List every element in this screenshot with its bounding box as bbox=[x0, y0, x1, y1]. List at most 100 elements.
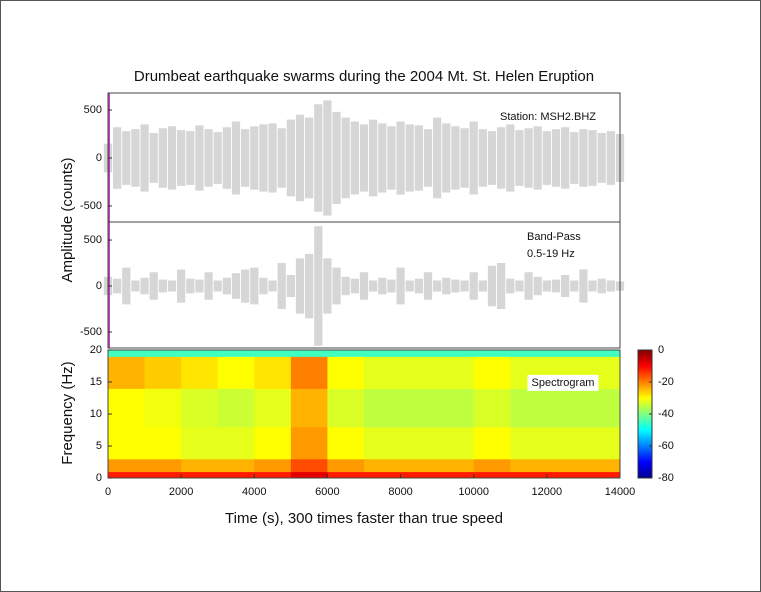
heatmap-cell bbox=[400, 426, 438, 460]
colorbar-tick-label: -40 bbox=[658, 408, 674, 420]
y-axis-label: Frequency (Hz) bbox=[59, 361, 76, 464]
heatmap-cell bbox=[290, 350, 328, 357]
heatmap-cell bbox=[327, 350, 365, 357]
heatmap-cell bbox=[108, 426, 146, 460]
x-tick-label: 0 bbox=[105, 486, 111, 498]
heatmap-cell bbox=[400, 350, 438, 357]
heatmap-cell bbox=[473, 356, 511, 389]
heatmap-cell bbox=[364, 356, 402, 389]
heatmap-cell bbox=[437, 471, 475, 479]
y-tick-label: 500 bbox=[84, 104, 102, 116]
heatmap-cell bbox=[583, 350, 621, 357]
heatmap-cell bbox=[510, 350, 548, 357]
heatmap-cell bbox=[290, 458, 328, 473]
heatmap-cell bbox=[144, 388, 182, 428]
heatmap-cell bbox=[181, 426, 219, 460]
heatmap-cell bbox=[546, 458, 584, 473]
heatmap-cell bbox=[437, 356, 475, 389]
heatmap-cell bbox=[437, 426, 475, 460]
chart-title: Drumbeat earthquake swarms during the 20… bbox=[134, 68, 594, 85]
heatmap-cell bbox=[473, 426, 511, 460]
heatmap-cell bbox=[364, 388, 402, 428]
heatmap-cell bbox=[108, 458, 146, 473]
heatmap-cell bbox=[144, 458, 182, 473]
x-tick-label: 8000 bbox=[388, 486, 412, 498]
heatmap-cell bbox=[290, 426, 328, 460]
x-tick-label: 6000 bbox=[315, 486, 339, 498]
heatmap-cell bbox=[327, 356, 365, 389]
heatmap-cell bbox=[254, 426, 292, 460]
heatmap-cell bbox=[583, 388, 621, 428]
heatmap-cell bbox=[254, 388, 292, 428]
heatmap-cell bbox=[583, 426, 621, 460]
heatmap-cell bbox=[254, 458, 292, 473]
y-tick-label: 0 bbox=[96, 472, 102, 484]
heatmap-cell bbox=[473, 350, 511, 357]
y-tick-label: 0 bbox=[96, 280, 102, 292]
heatmap-cell bbox=[437, 388, 475, 428]
heatmap-cell bbox=[400, 471, 438, 479]
heatmap-cell bbox=[546, 388, 584, 428]
heatmap-cell bbox=[510, 471, 548, 479]
y-tick-label: 0 bbox=[96, 152, 102, 164]
colorbar-tick-label: -80 bbox=[658, 472, 674, 484]
heatmap-cell bbox=[181, 471, 219, 479]
heatmap-cell bbox=[254, 471, 292, 479]
heatmap-cell bbox=[437, 458, 475, 473]
heatmap-cell bbox=[364, 350, 402, 357]
x-tick-label: 10000 bbox=[458, 486, 489, 498]
axes-box bbox=[107, 221, 621, 349]
heatmap-cell bbox=[217, 426, 255, 460]
heatmap-cell bbox=[583, 458, 621, 473]
heatmap-cell bbox=[400, 356, 438, 389]
colorbar-tick-label: -60 bbox=[658, 440, 674, 452]
x-axis-label: Time (s), 300 times faster than true spe… bbox=[225, 510, 503, 527]
heatmap-cell bbox=[473, 458, 511, 473]
heatmap-cell bbox=[510, 388, 548, 428]
heatmap-cell bbox=[583, 471, 621, 479]
heatmap-cell bbox=[217, 350, 255, 357]
y-tick-label: 15 bbox=[90, 376, 102, 388]
y-tick-label: 5 bbox=[96, 440, 102, 452]
heatmap-cell bbox=[254, 350, 292, 357]
heatmap-cell bbox=[181, 458, 219, 473]
heatmap-cell bbox=[217, 388, 255, 428]
heatmap-cell bbox=[144, 471, 182, 479]
annotation: Station: MSH2.BHZ bbox=[500, 111, 596, 123]
y-tick-label: 500 bbox=[84, 234, 102, 246]
heatmap-cell bbox=[327, 471, 365, 479]
heatmap-cell bbox=[327, 458, 365, 473]
heatmap-cell bbox=[217, 458, 255, 473]
heatmap-cell bbox=[473, 388, 511, 428]
heatmap-cell bbox=[108, 388, 146, 428]
heatmap-cell bbox=[400, 458, 438, 473]
heatmap-cell bbox=[327, 388, 365, 428]
heatmap-cell bbox=[217, 356, 255, 389]
heatmap-cell bbox=[546, 350, 584, 357]
y-axis-label: Amplitude (counts) bbox=[59, 157, 76, 282]
heatmap-cell bbox=[144, 350, 182, 357]
heatmap-cell bbox=[437, 350, 475, 357]
x-tick-label: 2000 bbox=[169, 486, 193, 498]
heatmap-cell bbox=[181, 388, 219, 428]
heatmap-cell bbox=[108, 356, 146, 389]
y-tick-label: 10 bbox=[90, 408, 102, 420]
heatmap-cell bbox=[144, 356, 182, 389]
heatmap-cell bbox=[108, 350, 146, 357]
y-tick-label: -500 bbox=[80, 200, 102, 212]
heatmap-cell bbox=[364, 458, 402, 473]
heatmap-cell bbox=[510, 458, 548, 473]
heatmap-cell bbox=[400, 388, 438, 428]
annotation-box bbox=[527, 374, 599, 391]
annotation: Spectrogram bbox=[532, 377, 595, 389]
heatmap-cell bbox=[108, 471, 146, 479]
x-tick-label: 4000 bbox=[242, 486, 266, 498]
heatmap-cell bbox=[546, 426, 584, 460]
heatmap-cell bbox=[327, 426, 365, 460]
x-tick-label: 12000 bbox=[532, 486, 563, 498]
heatmap-cell bbox=[181, 350, 219, 357]
heatmap-cell bbox=[144, 426, 182, 460]
annotation: Band-Pass bbox=[527, 231, 581, 243]
annotation: 0.5-19 Hz bbox=[527, 248, 575, 260]
